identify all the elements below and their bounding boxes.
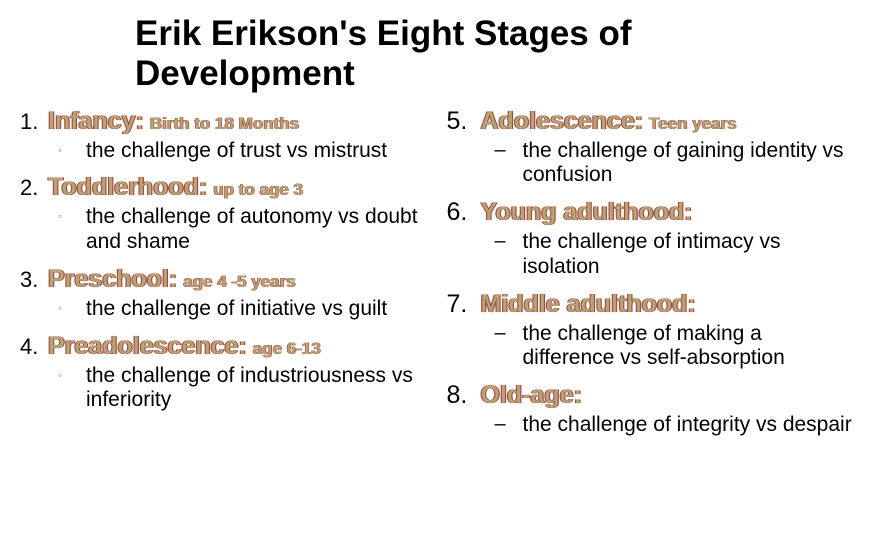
stage-age: age 4 -5 years — [183, 272, 295, 292]
dash-icon: – — [495, 230, 523, 280]
stage-number: 3. — [20, 267, 48, 293]
stage-challenge: the challenge of initiative vs guilt — [86, 297, 387, 322]
stage-number: 6. — [447, 198, 481, 227]
dash-icon: – — [495, 139, 523, 189]
stage-4: 4. Preadolescence: age 6-13 ◦ the challe… — [20, 332, 433, 414]
stage-heading: 2. Toddlerhood: up to age 3 — [20, 173, 433, 202]
stage-challenge: the challenge of intimacy vs isolation — [523, 230, 860, 280]
stage-heading: 3. Preschool: age 4 -5 years — [20, 265, 433, 294]
left-column: 1. Infancy: Birth to 18 Months ◦ the cha… — [20, 107, 433, 448]
stage-7: 7. Middle adulthood: – the challenge of … — [447, 290, 860, 372]
stage-bullet: – the challenge of making a difference v… — [447, 322, 860, 372]
stage-3: 3. Preschool: age 4 -5 years ◦ the chall… — [20, 265, 433, 322]
stage-name: Old-age: — [481, 381, 582, 410]
stage-bullet: ◦ the challenge of autonomy vs doubt and… — [20, 205, 433, 255]
bullet-icon: ◦ — [58, 297, 86, 322]
stage-bullet: – the challenge of intimacy vs isolation — [447, 230, 860, 280]
stage-number: 5. — [447, 107, 481, 136]
stage-age: Teen years — [649, 114, 737, 134]
stage-challenge: the challenge of making a difference vs … — [523, 322, 860, 372]
stage-1: 1. Infancy: Birth to 18 Months ◦ the cha… — [20, 107, 433, 164]
stage-number: 8. — [447, 381, 481, 410]
stage-challenge: the challenge of industriousness vs infe… — [86, 364, 433, 414]
stage-challenge: the challenge of integrity vs despair — [523, 413, 852, 438]
stage-bullet: ◦ the challenge of industriousness vs in… — [20, 364, 433, 414]
stage-heading: 8. Old-age: — [447, 381, 860, 410]
stage-bullet: – the challenge of gaining identity vs c… — [447, 139, 860, 189]
stage-bullet: ◦ the challenge of trust vs mistrust — [20, 139, 433, 164]
stage-age: Birth to 18 Months — [150, 114, 299, 134]
stage-challenge: the challenge of autonomy vs doubt and s… — [86, 205, 433, 255]
stage-age: up to age 3 — [213, 180, 303, 200]
stage-heading: 4. Preadolescence: age 6-13 — [20, 332, 433, 361]
stage-age: age 6-13 — [253, 339, 321, 359]
stage-name: Preschool: — [48, 265, 177, 294]
stage-2: 2. Toddlerhood: up to age 3 ◦ the challe… — [20, 173, 433, 255]
stage-name: Infancy: — [48, 107, 144, 136]
stage-number: 1. — [20, 109, 48, 135]
stage-5: 5. Adolescence: Teen years – the challen… — [447, 107, 860, 189]
stage-bullet: ◦ the challenge of initiative vs guilt — [20, 297, 433, 322]
stage-number: 4. — [20, 334, 48, 360]
stage-name: Adolescence: — [481, 107, 644, 136]
right-column: 5. Adolescence: Teen years – the challen… — [447, 107, 860, 448]
stage-number: 2. — [20, 175, 48, 201]
bullet-icon: ◦ — [58, 205, 86, 255]
bullet-icon: ◦ — [58, 364, 86, 414]
stage-name: Preadolescence: — [48, 332, 247, 361]
stage-challenge: the challenge of trust vs mistrust — [86, 139, 387, 164]
stage-8: 8. Old-age: – the challenge of integrity… — [447, 381, 860, 438]
stage-name: Middle adulthood: — [481, 290, 696, 319]
page-title: Erik Erikson's Eight Stages of Developme… — [135, 14, 859, 95]
stage-6: 6. Young adulthood: – the challenge of i… — [447, 198, 860, 280]
stage-heading: 6. Young adulthood: — [447, 198, 860, 227]
bullet-icon: ◦ — [58, 139, 86, 164]
stage-heading: 5. Adolescence: Teen years — [447, 107, 860, 136]
stage-heading: 7. Middle adulthood: — [447, 290, 860, 319]
dash-icon: – — [495, 322, 523, 372]
stage-challenge: the challenge of gaining identity vs con… — [523, 139, 860, 189]
stage-number: 7. — [447, 290, 481, 319]
slide: Erik Erikson's Eight Stages of Developme… — [0, 0, 879, 540]
dash-icon: – — [495, 413, 523, 438]
stage-name: Toddlerhood: — [48, 173, 207, 202]
columns: 1. Infancy: Birth to 18 Months ◦ the cha… — [20, 107, 859, 448]
stage-name: Young adulthood: — [481, 198, 693, 227]
stage-bullet: – the challenge of integrity vs despair — [447, 413, 860, 438]
stage-heading: 1. Infancy: Birth to 18 Months — [20, 107, 433, 136]
